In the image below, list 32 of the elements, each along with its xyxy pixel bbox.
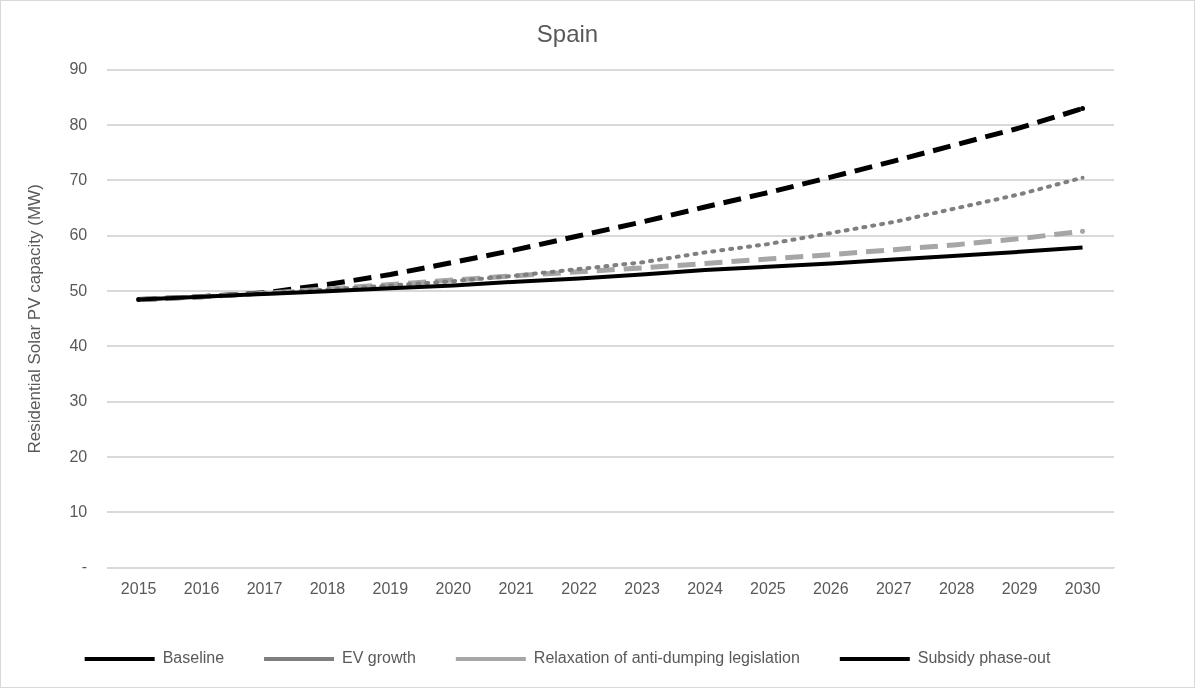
x-tick-label: 2022 xyxy=(561,579,598,597)
x-tick-label: 2026 xyxy=(813,579,849,597)
x-tick-label: 2030 xyxy=(1064,579,1101,597)
x-tick-label: 2021 xyxy=(498,579,535,597)
y-tick-label: - xyxy=(81,558,88,576)
y-tick-label: 60 xyxy=(69,226,88,244)
y-tick-label: 20 xyxy=(69,447,88,465)
y-axis-title: Residential Solar PV capacity (MW) xyxy=(24,184,44,454)
y-tick-label: 80 xyxy=(69,115,88,133)
y-tick-label: 90 xyxy=(69,60,88,78)
x-tick-label: 2025 xyxy=(750,579,786,597)
chart-title: Spain xyxy=(536,20,599,48)
x-tick-label: 2015 xyxy=(120,579,157,597)
y-tick-label: 70 xyxy=(69,170,88,188)
y-tick-label: 10 xyxy=(69,502,88,520)
x-tick-label: 2023 xyxy=(624,579,660,597)
x-tick-label: 2027 xyxy=(875,579,912,597)
legend-label: Relaxation of anti-dumping legislation xyxy=(533,649,800,667)
x-tick-label: 2029 xyxy=(1001,579,1038,597)
y-tick-label: 50 xyxy=(69,281,88,299)
x-tick-label: 2020 xyxy=(435,579,472,597)
x-tick-label: 2024 xyxy=(687,579,723,597)
y-tick-label: 40 xyxy=(69,336,88,354)
legend-label: Baseline xyxy=(162,649,225,667)
y-tick-label: 30 xyxy=(69,392,88,410)
legend-label: EV growth xyxy=(342,649,416,667)
x-tick-label: 2019 xyxy=(372,579,409,597)
x-tick-label: 2016 xyxy=(183,579,220,597)
legend-label: Subsidy phase-out xyxy=(917,649,1051,667)
x-tick-label: 2017 xyxy=(246,579,283,597)
x-tick-label: 2018 xyxy=(309,579,346,597)
x-tick-label: 2028 xyxy=(938,579,975,597)
